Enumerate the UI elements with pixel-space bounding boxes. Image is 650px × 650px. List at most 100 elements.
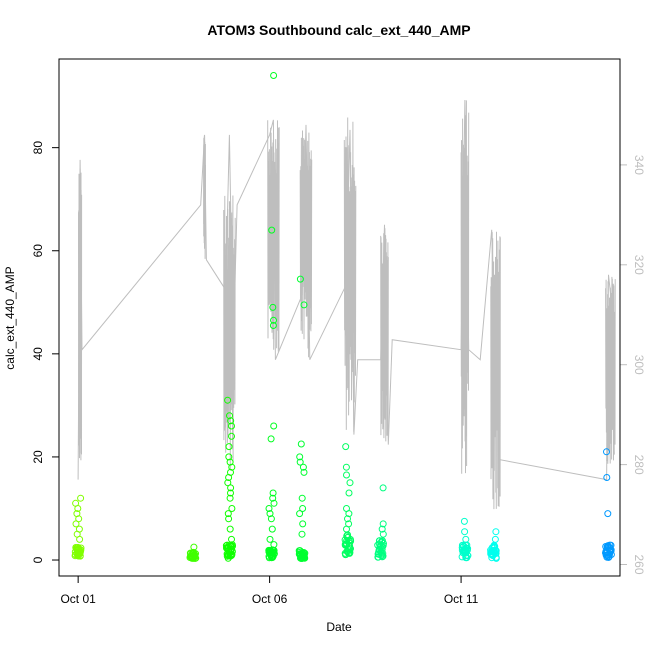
data-point xyxy=(461,528,469,536)
data-point xyxy=(296,510,304,518)
data-point xyxy=(227,545,235,553)
chart-title: ATOM3 Southbound calc_ext_440_AMP xyxy=(207,22,470,38)
x-axis-label: Date xyxy=(326,620,352,634)
data-point xyxy=(296,275,304,283)
data-point xyxy=(378,525,386,533)
point-cluster-4 xyxy=(295,275,309,562)
data-point xyxy=(603,548,611,556)
data-point xyxy=(604,510,612,518)
x-tick-label: Oct 06 xyxy=(252,592,288,606)
y2-tick-label: 260 xyxy=(632,554,646,574)
point-cluster-7 xyxy=(458,517,472,562)
y-tick-label: 40 xyxy=(31,347,45,361)
data-point xyxy=(75,525,83,533)
data-point xyxy=(342,443,350,451)
y2-tick-label: 280 xyxy=(632,455,646,475)
points-layer xyxy=(71,72,615,562)
data-point xyxy=(270,72,278,79)
data-point xyxy=(268,226,276,234)
data-point xyxy=(269,322,277,329)
data-point xyxy=(296,458,304,466)
data-point xyxy=(299,463,307,471)
data-point xyxy=(491,543,498,551)
data-point xyxy=(225,515,233,523)
data-point xyxy=(299,520,307,528)
data-point xyxy=(346,545,354,553)
data-point xyxy=(492,554,500,562)
y-tick-label: 80 xyxy=(31,141,45,155)
secondary-band-0 xyxy=(78,168,83,461)
data-point xyxy=(347,537,355,545)
data-point xyxy=(227,417,235,425)
data-point xyxy=(228,422,235,430)
data-point xyxy=(296,547,304,555)
data-point xyxy=(225,453,233,461)
secondary-band-7 xyxy=(460,100,470,474)
y-tick-label: 20 xyxy=(31,450,45,464)
data-point xyxy=(343,505,350,512)
data-point xyxy=(228,535,235,543)
data-point xyxy=(226,525,234,533)
point-cluster-3 xyxy=(265,72,278,562)
data-point xyxy=(377,542,385,549)
point-cluster-6 xyxy=(374,484,387,561)
secondary-band-6 xyxy=(380,228,389,442)
data-point xyxy=(603,474,611,481)
data-point xyxy=(300,468,308,476)
secondary-band-1 xyxy=(203,135,206,259)
secondary-line-layer xyxy=(77,99,616,510)
data-point xyxy=(267,515,275,523)
data-point xyxy=(374,553,382,561)
secondary-band-2 xyxy=(223,195,236,470)
data-point xyxy=(343,471,350,479)
plot-frame xyxy=(58,58,621,577)
y2-tick-label: 300 xyxy=(632,355,646,375)
data-point xyxy=(344,515,351,523)
data-point xyxy=(462,554,470,562)
data-point xyxy=(269,494,277,502)
secondary-band-9 xyxy=(605,276,616,464)
data-point xyxy=(270,541,278,549)
data-point xyxy=(379,542,387,549)
data-point xyxy=(345,546,352,554)
data-point xyxy=(270,422,278,430)
data-point xyxy=(462,535,470,543)
data-point xyxy=(226,494,234,502)
data-point xyxy=(379,530,387,538)
data-point xyxy=(462,544,470,552)
y2-tick-label: 320 xyxy=(632,255,646,275)
data-point xyxy=(299,505,307,512)
data-point xyxy=(228,432,235,440)
data-point xyxy=(299,553,307,561)
data-point xyxy=(300,301,308,309)
data-point xyxy=(269,303,277,311)
data-point xyxy=(224,396,232,404)
data-point xyxy=(265,505,273,512)
point-cluster-0 xyxy=(71,494,85,560)
data-point xyxy=(298,530,306,538)
secondary-band-5 xyxy=(343,117,357,432)
data-point xyxy=(226,458,234,466)
data-point xyxy=(267,435,275,443)
data-point xyxy=(270,316,277,324)
data-point xyxy=(379,552,387,560)
secondary-band-3 xyxy=(267,120,280,352)
data-point xyxy=(224,510,232,518)
data-point xyxy=(298,494,306,502)
data-point xyxy=(226,552,234,560)
y-tick-label: 0 xyxy=(31,556,45,563)
data-point xyxy=(301,554,308,562)
data-point xyxy=(77,546,85,554)
data-point xyxy=(227,468,234,476)
x-tick-label: Oct 11 xyxy=(444,592,479,606)
data-point xyxy=(187,550,195,557)
x-tick-label: Oct 01 xyxy=(60,592,96,606)
point-cluster-5 xyxy=(341,443,355,559)
data-point xyxy=(379,520,387,528)
data-point xyxy=(270,499,278,507)
y-tick-label: 60 xyxy=(31,244,45,258)
data-point xyxy=(268,525,276,533)
data-point xyxy=(227,542,235,550)
